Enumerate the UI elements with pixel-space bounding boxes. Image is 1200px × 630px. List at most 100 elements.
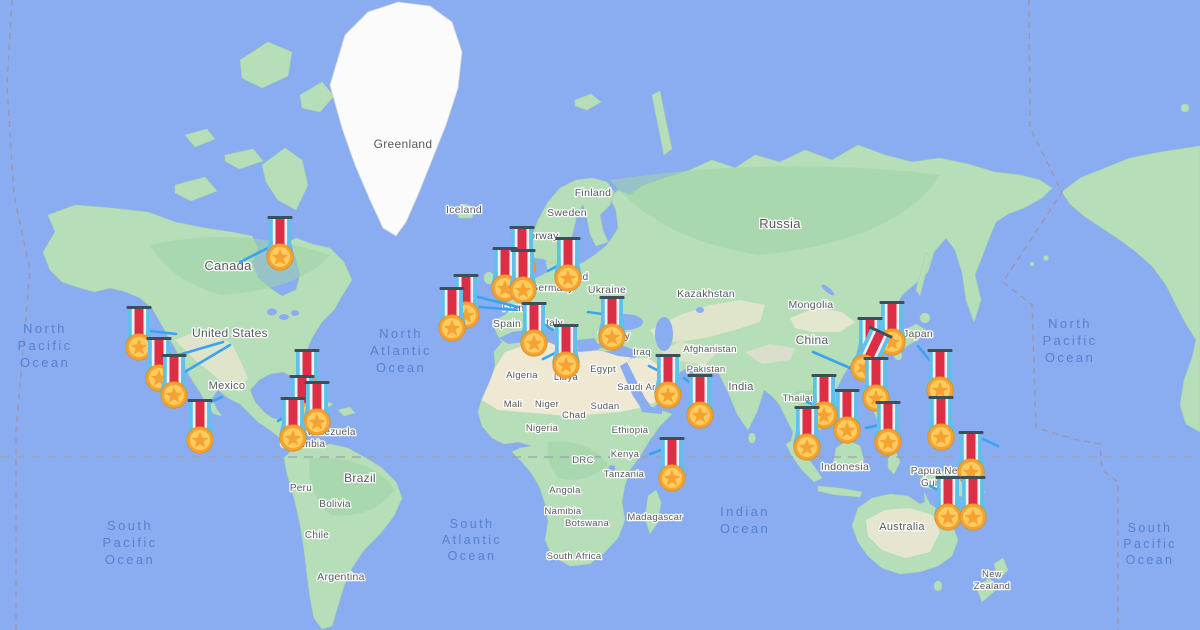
medal-marker-19[interactable] — [685, 373, 715, 429]
leader-line-16 — [916, 344, 933, 364]
label-nigeria: Nigeria — [526, 423, 559, 434]
label-chad: Chad — [562, 410, 586, 421]
military-medal-icon — [185, 398, 215, 454]
label-japan: Japan — [903, 328, 933, 340]
label-brazil: Brazil — [344, 471, 376, 485]
medal-marker-0[interactable] — [265, 215, 295, 271]
military-medal-icon — [265, 215, 295, 271]
label-chile: Chile — [305, 530, 329, 541]
label-ethiopia: Ethiopia — [612, 425, 649, 436]
ocean-label-south-pacific-ocean-1: Pacific — [102, 535, 157, 550]
medal-marker-30[interactable] — [926, 395, 956, 451]
label-drc: DRC — [572, 455, 593, 466]
medal-marker-15[interactable] — [519, 301, 549, 357]
label-ukraine: Ukraine — [588, 284, 626, 296]
label-spain: Spain — [493, 318, 521, 330]
label-new: New — [982, 569, 1002, 580]
leader-line-6 — [472, 294, 520, 309]
label-zealand: Zealand — [974, 581, 1010, 592]
label-kazakhstan: Kazakhstan — [677, 288, 735, 300]
medal-marker-13[interactable] — [508, 248, 538, 304]
military-medal-icon — [792, 405, 822, 461]
label-sudan: Sudan — [591, 401, 620, 412]
ocean-label-south-atlantic-ocean-3: Atlantic — [442, 533, 502, 547]
label-argentina: Argentina — [317, 571, 365, 583]
military-medal-icon — [508, 248, 538, 304]
medal-marker-29[interactable] — [925, 348, 955, 404]
military-medal-icon — [653, 353, 683, 409]
label-iceland: Iceland — [446, 204, 482, 216]
label-niger: Niger — [535, 399, 559, 410]
ocean-label-indian-ocean-4: Ocean — [720, 521, 770, 536]
label-united-states: United States — [192, 326, 268, 340]
military-medal-icon — [278, 396, 308, 452]
label-algeria: Algeria — [506, 370, 538, 381]
ocean-label-south-pacific-ocean-1: South — [107, 518, 153, 533]
ocean-label-north-pacific-ocean-0: North — [23, 321, 67, 336]
label-mali: Mali — [504, 399, 523, 410]
ocean-label-north-pacific-ocean-0: Ocean — [20, 355, 70, 370]
leader-line-19 — [981, 437, 1000, 448]
military-medal-icon — [553, 236, 583, 292]
medal-marker-20[interactable] — [657, 436, 687, 492]
medal-marker-7[interactable] — [302, 380, 332, 436]
label-mongolia: Mongolia — [788, 299, 833, 311]
medal-marker-18[interactable] — [653, 353, 683, 409]
medal-marker-28[interactable] — [792, 405, 822, 461]
label-pakistan: Pakistan — [687, 364, 726, 375]
ocean-label-south-atlantic-ocean-3: South — [450, 517, 495, 531]
medal-marker-16[interactable] — [551, 323, 581, 379]
label-thailand: Thailand — [783, 393, 822, 404]
label-russia: Russia — [759, 216, 801, 231]
label-iraq: Iraq — [633, 347, 651, 358]
leader-line-3 — [181, 343, 232, 375]
leader-line-15 — [811, 350, 859, 373]
label-botswana: Botswana — [565, 518, 610, 529]
label-greenland: Greenland — [374, 137, 433, 151]
military-medal-icon — [302, 380, 332, 436]
medal-marker-32[interactable] — [933, 475, 963, 531]
medal-marker-4[interactable] — [185, 398, 215, 454]
label-indonesia: Indonesia — [821, 461, 869, 473]
label-south-africa: South Africa — [547, 551, 602, 562]
ocean-label-south-pacific-ocean-1: Ocean — [105, 552, 155, 567]
medal-marker-3[interactable] — [159, 353, 189, 409]
medal-marker-33[interactable] — [958, 475, 988, 531]
military-medal-icon — [873, 400, 903, 456]
military-medal-icon — [926, 395, 956, 451]
military-medal-icon — [519, 301, 549, 357]
label-angola: Angola — [549, 485, 581, 496]
military-medal-icon — [933, 475, 963, 531]
label-tanzania: Tanzania — [604, 469, 645, 480]
label-peru: Peru — [290, 483, 312, 494]
leader-line-18 — [864, 423, 881, 430]
ocean-label-north-atlantic-ocean-2: Ocean — [376, 360, 426, 375]
medal-marker-14[interactable] — [553, 236, 583, 292]
label-india: India — [728, 381, 754, 393]
label-kenya: Kenya — [611, 449, 640, 460]
military-medal-icon — [437, 286, 467, 342]
military-medal-icon — [685, 373, 715, 429]
label-australia: Australia — [879, 521, 925, 533]
leader-line-11 — [586, 310, 604, 316]
medal-marker-25[interactable] — [873, 400, 903, 456]
military-medal-icon — [159, 353, 189, 409]
label-bolivia: Bolivia — [319, 499, 351, 510]
label-namibia: Namibia — [545, 506, 582, 517]
medal-marker-8[interactable] — [278, 396, 308, 452]
ocean-label-south-atlantic-ocean-3: Ocean — [448, 549, 497, 563]
label-china: China — [796, 333, 829, 347]
ocean-label-north-pacific-ocean-5: North — [1048, 316, 1092, 331]
ocean-label-north-pacific-ocean-0: Pacific — [17, 338, 72, 353]
medal-marker-17[interactable] — [597, 295, 627, 351]
medal-marker-10[interactable] — [437, 286, 467, 342]
ocean-label-north-pacific-ocean-5: Pacific — [1042, 333, 1097, 348]
military-medal-icon — [657, 436, 687, 492]
label-sweden: Sweden — [547, 207, 587, 219]
leader-line-0 — [238, 244, 274, 264]
label-afghanistan: Afghanistan — [683, 344, 736, 355]
leader-line-1 — [148, 329, 178, 336]
